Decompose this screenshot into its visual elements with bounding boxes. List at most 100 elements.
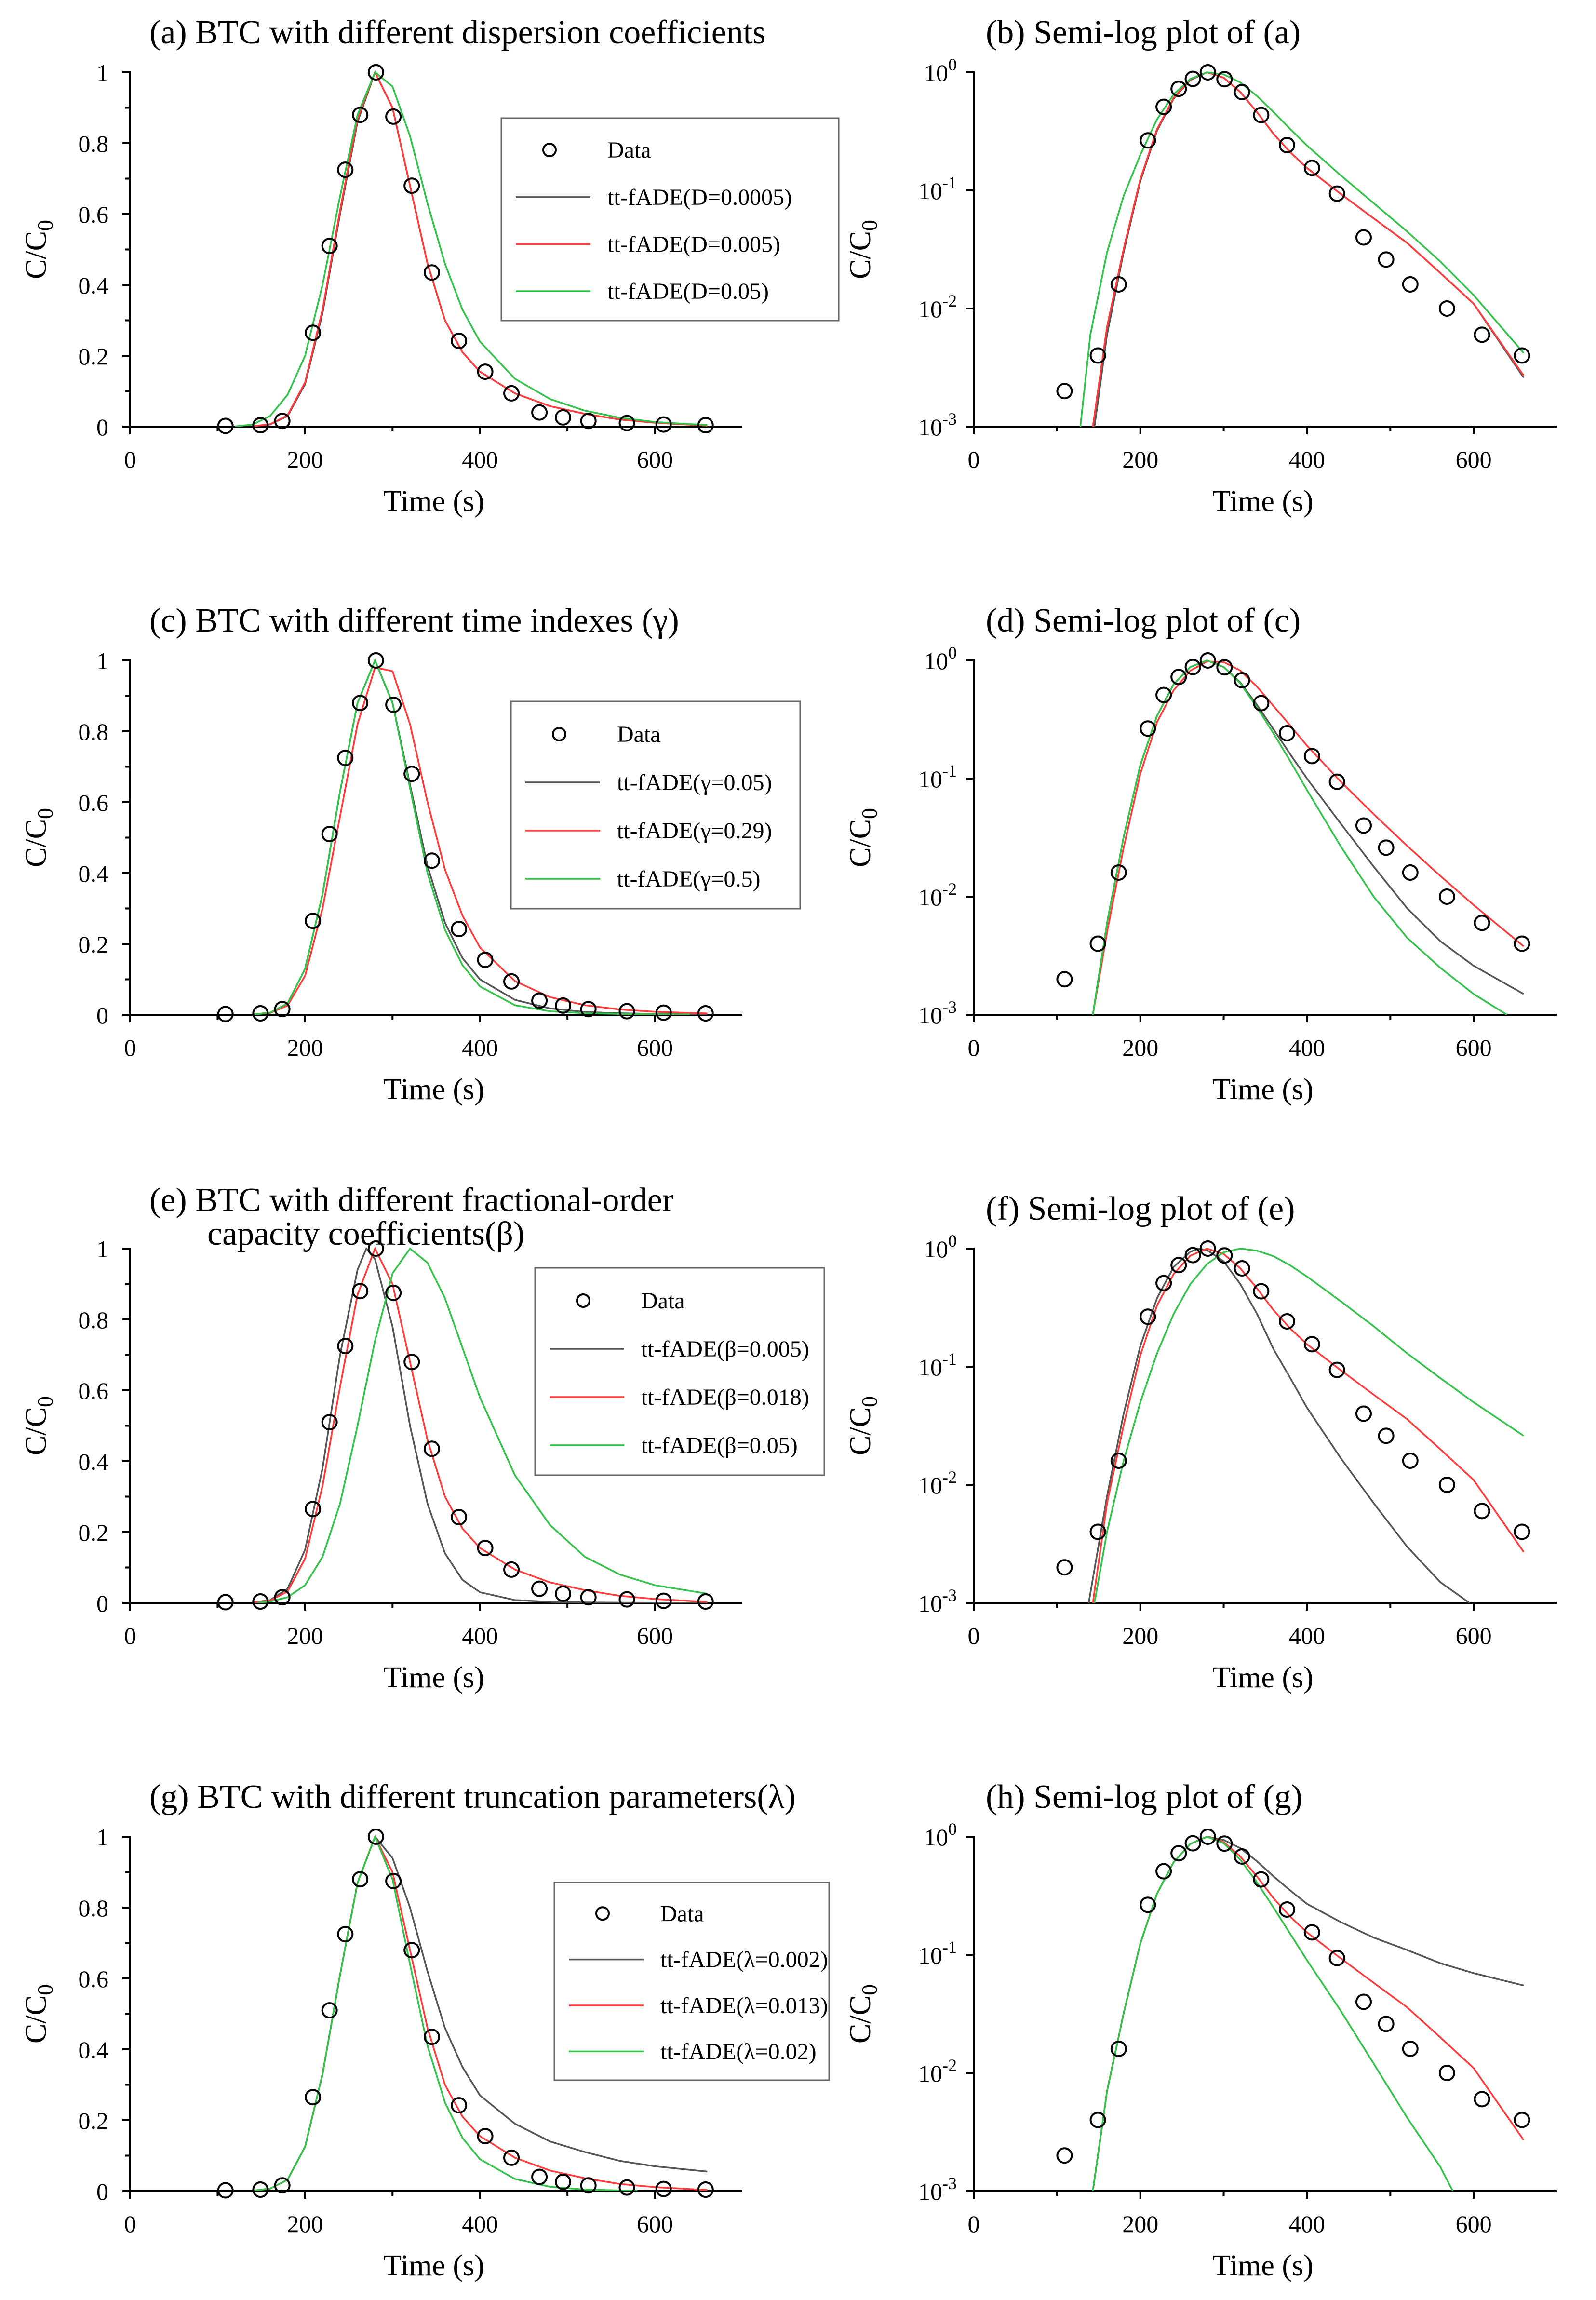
legend-label: Data: [607, 137, 651, 163]
data-point: [618, 2179, 635, 2196]
data-point: [503, 973, 520, 990]
data-point: [477, 2128, 494, 2145]
chart-title: (e) BTC with different fractional-order: [149, 1182, 673, 1219]
x-tick-label: 200: [1122, 1622, 1158, 1649]
series-line-3: [252, 1834, 638, 2191]
data-point: [385, 108, 402, 125]
data-point: [321, 2002, 338, 2019]
y-axis-label: C/C0: [844, 220, 882, 279]
x-tick-label: 600: [637, 1034, 673, 1061]
y-tick-label: 0.4: [79, 1448, 109, 1475]
y-tick-exponent: -2: [942, 291, 957, 310]
series-line-2: [1092, 1836, 1525, 2191]
data-point: [1234, 1848, 1250, 1865]
legend-label: Data: [660, 1901, 704, 1926]
data-point: [1378, 1427, 1395, 1444]
data-point: [423, 852, 440, 869]
x-tick-label: 400: [462, 1034, 498, 1061]
data-point: [697, 417, 714, 434]
data-point: [1199, 64, 1216, 81]
data-point: [1378, 2016, 1395, 2032]
data-point: [1438, 2065, 1455, 2081]
y-axis-label-subscript: 0: [857, 1396, 882, 1407]
y-tick-label: 0.6: [79, 1965, 109, 1992]
y-tick-label: 100: [924, 55, 957, 86]
y-tick-exponent: 0: [948, 55, 957, 74]
y-tick-label: 0: [96, 414, 108, 441]
y-tick-label: 0.6: [79, 201, 109, 228]
series-line-2: [1092, 71, 1525, 427]
chart-title: (c) BTC with different time indexes (γ): [149, 602, 679, 639]
data-point: [1438, 888, 1455, 905]
y-axis-label-main: C/C: [20, 1407, 53, 1455]
data-point: [1438, 300, 1455, 317]
x-tick-label: 200: [287, 2210, 323, 2237]
data-point: [274, 1001, 291, 1018]
x-tick-label: 600: [1456, 446, 1492, 473]
data-point: [337, 1926, 354, 1943]
y-tick-label: 0.8: [79, 130, 109, 157]
data-point: [655, 2180, 672, 2197]
data-point: [1184, 1835, 1201, 1852]
y-tick-label: 10-1: [918, 1937, 957, 1969]
data-point: [1278, 725, 1295, 741]
data-point: [305, 913, 322, 929]
x-tick-label: 200: [287, 446, 323, 473]
x-axis-label: Time (s): [1212, 2249, 1314, 2282]
data-point: [1216, 659, 1233, 676]
data-point: [305, 2089, 322, 2106]
data-point: [1514, 2112, 1530, 2128]
y-tick-label: 1: [96, 647, 108, 674]
y-tick-label: 10-3: [918, 2174, 957, 2205]
data-point: [1402, 1452, 1419, 1469]
data-point: [1355, 1993, 1372, 2010]
legend: Data tt-fADE(γ=0.05) tt-fADE(γ=0.29) tt-fAD…: [510, 700, 801, 910]
y-tick-label: 10-1: [918, 173, 957, 204]
x-tick-label: 400: [1289, 1034, 1325, 1061]
data-point: [1155, 1863, 1172, 1880]
data-point: [1089, 935, 1106, 952]
y-tick-label: 10-1: [918, 761, 957, 793]
data-point: [618, 1591, 635, 1608]
data-point: [477, 363, 494, 380]
chart-panel-a: (a) BTC with different dispersion coeffi…: [20, 14, 840, 518]
y-tick-base: 10: [918, 1472, 942, 1499]
data-point: [1402, 276, 1419, 293]
data-point: [252, 1005, 269, 1022]
x-tick-label: 400: [1289, 1622, 1325, 1649]
data-point: [305, 1501, 322, 1518]
data-point: [1253, 1283, 1270, 1300]
data-point: [403, 1942, 420, 1959]
x-tick-label: 200: [287, 1034, 323, 1061]
legend-label: tt-fADE(β=0.018): [641, 1385, 809, 1410]
y-axis-label: C/C0: [844, 808, 882, 867]
data-point: [274, 1589, 291, 1606]
y-tick-exponent: -2: [942, 1467, 957, 1487]
data-point: [1199, 652, 1216, 669]
legend-label: tt-fADE(γ=0.29): [617, 818, 772, 844]
data-point: [1140, 1896, 1156, 1913]
data-point: [274, 2177, 291, 2194]
data-point: [367, 652, 384, 669]
legend: Data tt-fADE(β=0.005) tt-fADE(β=0.018) tt-f…: [534, 1267, 825, 1476]
y-tick-label: 10-1: [918, 1349, 957, 1381]
x-tick-label: 0: [124, 1034, 136, 1061]
legend-box: [500, 117, 840, 322]
y-axis-label-main: C/C: [844, 231, 877, 279]
y-tick-label: 10-2: [918, 2056, 957, 2087]
chart-panel-c: (c) BTC with different time indexes (γ) 0…: [20, 602, 801, 1106]
y-axis-label-main: C/C: [844, 1995, 877, 2044]
data-point: [451, 1509, 468, 1526]
series-line-2: [252, 1246, 708, 1603]
y-tick-label: 100: [924, 1819, 957, 1851]
chart-panel-b: (b) Semi-log plot of (a)0 200 400 60010-310…: [844, 14, 1557, 518]
y-tick-label: 1: [96, 1824, 108, 1851]
y-tick-exponent: -2: [942, 879, 957, 899]
x-tick-label: 0: [124, 446, 136, 473]
x-tick-label: 0: [968, 446, 980, 473]
data-point: [1056, 971, 1073, 988]
chart-title: (d) Semi-log plot of (c): [986, 602, 1301, 639]
y-tick-exponent: 0: [948, 1231, 957, 1251]
data-point: [252, 1593, 269, 1610]
